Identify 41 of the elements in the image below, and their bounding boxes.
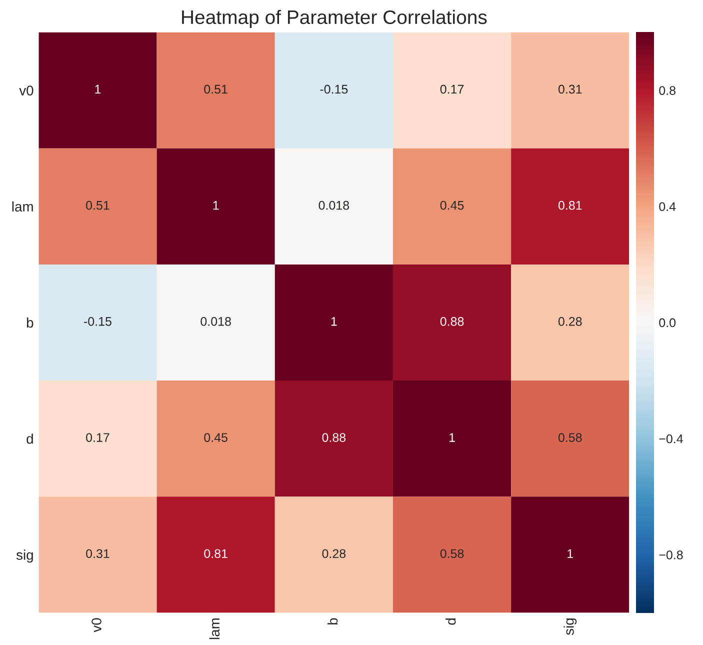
x-tick-label: lam — [209, 618, 220, 640]
color-bar-label: 0.4 — [659, 202, 676, 212]
color-bar-label: 0.8 — [659, 86, 676, 95]
data-label: 0.17 — [86, 433, 110, 442]
y-tick-label: sig — [16, 550, 33, 563]
x-tick-label: d — [446, 618, 456, 625]
data-label: 0.45 — [440, 200, 464, 210]
data-label: 1 — [213, 201, 219, 210]
data-label: 0.018 — [200, 317, 231, 326]
data-label: 0.28 — [322, 549, 346, 558]
color-bar-label: 0.0 — [659, 318, 676, 328]
x-tick-label: v0 — [92, 618, 102, 632]
data-label: 0.51 — [86, 200, 110, 210]
color-bar-label: −0.8 — [659, 550, 683, 560]
data-label: 0.31 — [86, 549, 110, 558]
y-tick-label: lam — [12, 201, 33, 212]
data-label: 0.81 — [204, 549, 228, 558]
data-label: -0.15 — [84, 317, 112, 326]
y-tick-label: v0 — [19, 86, 34, 96]
data-label: 0.88 — [322, 433, 346, 442]
data-label: 1 — [568, 549, 573, 558]
data-label: 1 — [331, 317, 337, 326]
data-label: 0.58 — [440, 549, 464, 558]
x-tick-label: b — [327, 618, 338, 624]
data-label: 0.31 — [558, 84, 582, 94]
y-tick-label: b — [26, 317, 34, 328]
data-label: 0.17 — [440, 84, 464, 94]
data-label: 0.81 — [558, 200, 582, 210]
data-label: 1 — [450, 433, 455, 442]
data-label: 0.88 — [440, 317, 464, 326]
color-bar-label: −0.4 — [659, 434, 683, 444]
data-label: 0.45 — [204, 433, 228, 442]
data-label: 0.58 — [558, 433, 582, 442]
data-label: 0.28 — [558, 317, 582, 326]
data-label: 0.018 — [318, 200, 350, 210]
data-label: 1 — [95, 84, 101, 94]
chart-title: Heatmap of Parameter Correlations — [182, 10, 487, 28]
y-tick-label: d — [26, 434, 33, 444]
data-label: 0.51 — [204, 84, 228, 94]
x-tick-label: sig — [564, 618, 577, 635]
data-label: -0.15 — [320, 84, 348, 94]
